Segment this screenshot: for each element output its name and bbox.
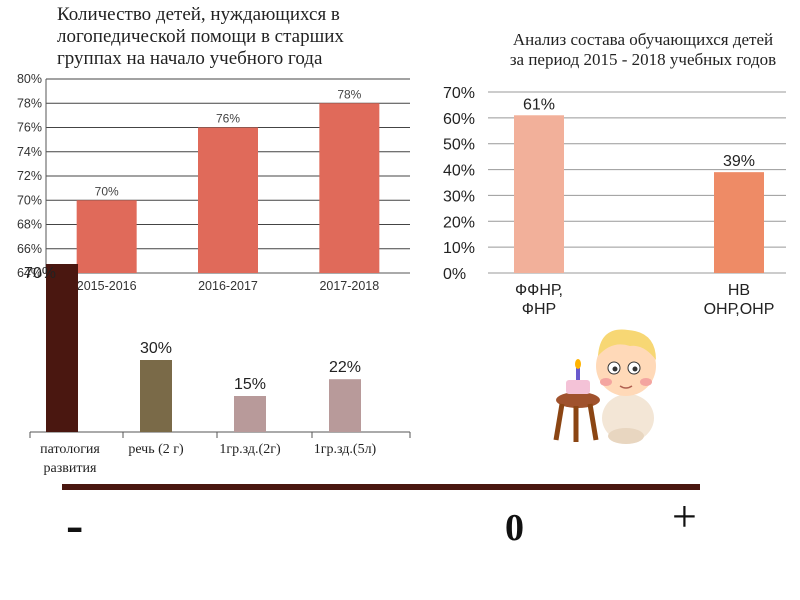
x-tick-label: ОНР,ОНР	[704, 301, 775, 318]
y-tick-label: 10%	[443, 240, 475, 257]
data-label: 30%	[140, 340, 172, 357]
y-tick-label: 64%	[17, 266, 42, 280]
y-tick-label: 40%	[443, 163, 475, 180]
x-tick-label: патология	[40, 442, 100, 457]
data-label: 76%	[216, 112, 240, 126]
chart-health-groups: 70% патология развития 30% речь (2 г) 15% 1гр.…	[24, 264, 411, 476]
chart-logopedic-need: 64% 66% 68% 70% 72% 74% 76% 78% 80% 70% 2015-2016 7…	[17, 72, 410, 293]
zero-sign: 0	[505, 507, 524, 549]
x-tick-label: речь (2 г)	[128, 442, 184, 457]
candle	[576, 368, 580, 380]
bar-2015-2016	[76, 200, 137, 273]
child-cheek	[600, 378, 612, 386]
stool-leg	[587, 403, 599, 441]
child-hair	[598, 329, 656, 360]
data-label: 61%	[523, 96, 555, 113]
y-tick-label: 50%	[443, 137, 475, 154]
x-tick-label: развития	[44, 461, 97, 476]
x-tick-label: ФНР	[522, 301, 556, 318]
bar-2017-2018	[319, 103, 380, 273]
bar-ffnr	[514, 115, 564, 274]
y-tick-label: 20%	[443, 214, 475, 231]
bar-1гр.зд.(5л)	[329, 379, 361, 432]
x-tick-label: ФФНР,	[515, 282, 563, 299]
data-label: 70%	[95, 184, 119, 198]
plus-sign: +	[672, 492, 697, 541]
x-tick-label: НВ	[728, 282, 750, 299]
flame	[575, 359, 581, 369]
child-mouth	[619, 385, 633, 389]
bar-речь (2 г)	[140, 360, 172, 432]
bar-nv-onr	[714, 172, 764, 273]
data-label: 78%	[337, 87, 361, 101]
y-tick-label: 80%	[17, 72, 42, 86]
y-tick-label: 74%	[17, 145, 42, 159]
y-tick-label: 70%	[17, 193, 42, 207]
chart-student-composition: 0% 10% 20% 30% 40% 50% 60% 70% 61% ФФНР, ФНР 39% НВ О…	[443, 85, 786, 318]
bar-2016-2017	[198, 127, 258, 273]
y-tick-label: 68%	[17, 218, 42, 232]
y-tick-label: 78%	[17, 96, 42, 110]
bar-патология развития	[46, 264, 78, 432]
right-chart-title: Анализ состава обучающихся детей за пери…	[509, 30, 777, 69]
child-cheek	[640, 378, 652, 386]
y-tick-label: 70%	[443, 85, 475, 102]
stool-leg	[553, 403, 565, 441]
child-pupil	[612, 366, 618, 372]
data-label: 39%	[723, 153, 755, 170]
child-illustration	[553, 329, 656, 444]
child-pupil	[632, 366, 638, 372]
minus-sign: -	[66, 497, 84, 554]
y-tick-label: 0%	[443, 266, 466, 283]
x-tick-label: 1гр.зд.(5л)	[314, 442, 377, 457]
data-label: 15%	[234, 376, 266, 393]
left-chart-title: Количество детей, нуждающихся в логопеди…	[57, 4, 344, 69]
bar-1гр.зд.(2г)	[234, 396, 266, 432]
scale-line	[62, 484, 700, 490]
x-tick-label: 1гр.зд.(2г)	[219, 442, 281, 457]
x-tick-label: 2016-2017	[198, 279, 258, 293]
y-tick-label: 72%	[17, 169, 42, 183]
y-tick-label: 30%	[443, 188, 475, 205]
cake	[566, 380, 590, 394]
x-tick-label: 2017-2018	[319, 279, 379, 293]
data-label: 22%	[329, 359, 361, 376]
data-label: 70%	[24, 265, 56, 282]
child-legs	[608, 428, 644, 444]
y-tick-label: 76%	[17, 121, 42, 135]
x-tick-label: 2015-2016	[77, 279, 137, 293]
stool-seat	[556, 392, 600, 408]
y-tick-label: 60%	[443, 111, 475, 128]
y-tick-label: 66%	[17, 242, 42, 256]
decor-layer	[62, 329, 700, 490]
